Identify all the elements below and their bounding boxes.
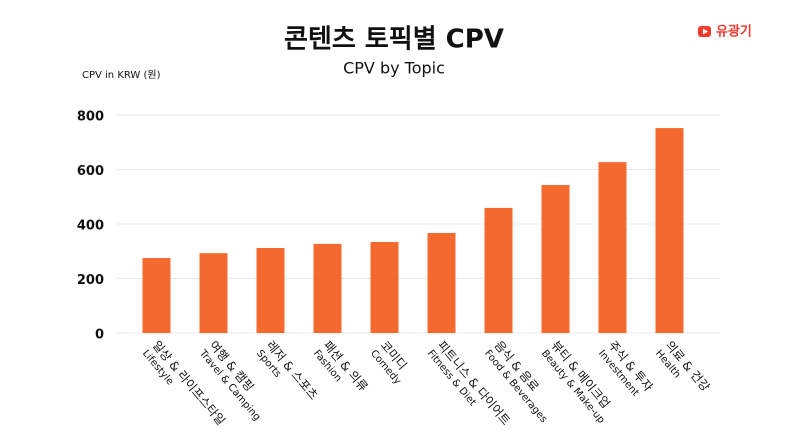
y-tick-label: 400 xyxy=(77,219,104,234)
bar xyxy=(199,253,228,333)
bar xyxy=(484,207,513,333)
y-tick-label: 800 xyxy=(77,110,104,125)
y-tick-label: 600 xyxy=(77,164,104,179)
bar xyxy=(655,128,684,333)
brand-icon-play xyxy=(703,28,708,35)
brand: 유광기 xyxy=(716,25,752,40)
bar xyxy=(598,162,627,333)
y-tick-label: 0 xyxy=(95,328,104,343)
chart-subtitle: CPV by Topic xyxy=(343,59,445,78)
bar xyxy=(313,243,342,333)
chart-title: 콘텐츠 토픽별 CPV xyxy=(284,25,504,55)
bar xyxy=(256,247,285,333)
bar xyxy=(370,241,399,333)
y-tick-label: 200 xyxy=(77,273,104,288)
bar xyxy=(541,185,570,333)
bar xyxy=(142,258,171,333)
y-axis-label: CPV in KRW (원) xyxy=(82,69,161,81)
bar xyxy=(427,232,456,333)
